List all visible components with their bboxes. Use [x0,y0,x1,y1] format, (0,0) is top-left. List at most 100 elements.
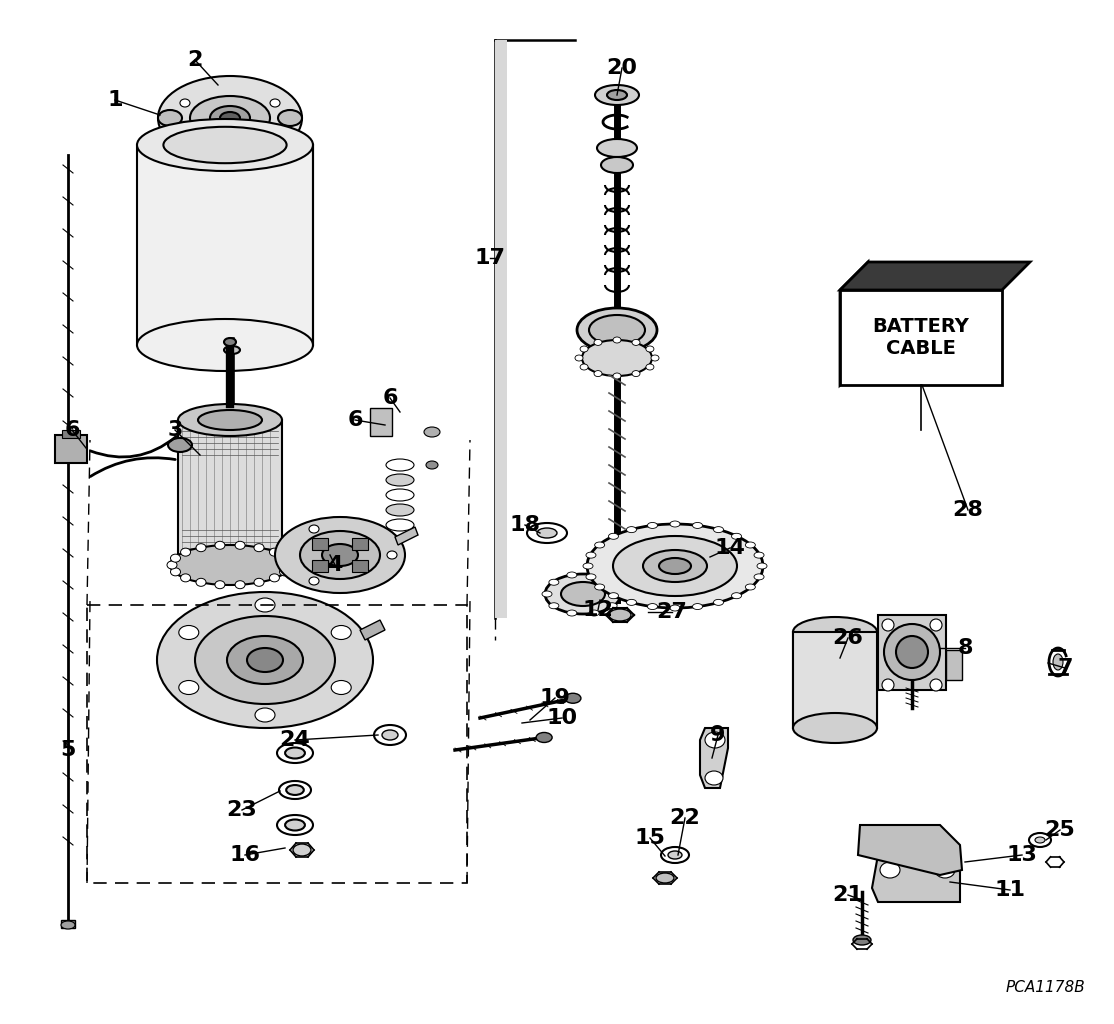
Ellipse shape [561,582,605,606]
Ellipse shape [283,561,293,569]
Text: 19: 19 [539,688,570,708]
Text: BATTERY
CABLE: BATTERY CABLE [872,317,969,358]
Ellipse shape [278,110,302,126]
Text: 15: 15 [635,828,665,848]
Bar [370,408,392,436]
Ellipse shape [387,551,397,559]
Ellipse shape [322,544,358,566]
Text: 18: 18 [509,515,540,535]
Ellipse shape [930,679,942,691]
Bar [55,435,87,463]
Ellipse shape [178,681,198,694]
Ellipse shape [167,561,177,569]
Ellipse shape [632,371,641,377]
Ellipse shape [270,573,280,582]
Text: 23: 23 [226,800,257,820]
Bar [946,650,962,680]
Ellipse shape [661,847,688,863]
Text: 1: 1 [107,90,123,110]
Ellipse shape [285,819,305,830]
Ellipse shape [424,427,440,437]
Ellipse shape [219,112,240,124]
Ellipse shape [331,681,351,694]
Ellipse shape [168,438,192,452]
Ellipse shape [668,851,682,859]
Ellipse shape [224,346,240,354]
Ellipse shape [853,935,871,945]
Ellipse shape [426,461,438,469]
Bar [352,560,368,572]
Bar [312,538,329,550]
Ellipse shape [198,410,262,430]
Ellipse shape [385,489,414,501]
Text: 17: 17 [475,248,506,268]
Bar [87,605,467,883]
Ellipse shape [793,617,877,647]
Ellipse shape [880,862,900,878]
Ellipse shape [586,552,596,558]
Text: 3: 3 [167,420,183,440]
Ellipse shape [613,536,737,596]
Ellipse shape [195,616,335,705]
Ellipse shape [196,579,206,587]
Bar [61,920,75,928]
Ellipse shape [589,315,645,345]
Ellipse shape [215,581,225,589]
Ellipse shape [157,592,373,728]
Bar [312,560,329,572]
Text: 21: 21 [832,885,863,905]
Text: PCA1178B: PCA1178B [1005,980,1085,995]
Ellipse shape [613,337,620,343]
Ellipse shape [614,591,624,597]
Ellipse shape [608,593,618,599]
Ellipse shape [656,873,674,883]
Ellipse shape [705,771,723,785]
Ellipse shape [1053,654,1063,670]
Ellipse shape [595,584,605,590]
Ellipse shape [543,591,553,597]
Text: 12: 12 [583,600,614,620]
Bar [137,145,313,345]
Ellipse shape [732,534,742,540]
Ellipse shape [180,573,190,582]
Ellipse shape [293,844,311,856]
Ellipse shape [626,526,636,532]
Ellipse shape [549,580,559,586]
Ellipse shape [137,319,313,371]
Bar [793,632,877,728]
Text: 16: 16 [229,845,261,865]
Ellipse shape [930,618,942,631]
Text: 8: 8 [957,638,973,658]
Ellipse shape [670,521,680,527]
Ellipse shape [285,748,305,759]
Text: 13: 13 [1007,845,1037,865]
Ellipse shape [607,90,627,100]
Ellipse shape [583,563,593,569]
Ellipse shape [545,574,620,614]
Polygon shape [858,825,962,874]
Ellipse shape [882,618,895,631]
Ellipse shape [215,542,225,549]
Ellipse shape [693,603,703,609]
Text: 2: 2 [187,50,203,70]
Ellipse shape [180,548,190,556]
Ellipse shape [582,340,652,376]
Ellipse shape [595,85,639,105]
Ellipse shape [247,648,283,672]
Ellipse shape [586,573,596,580]
Polygon shape [840,262,868,385]
Ellipse shape [594,339,602,345]
Polygon shape [700,728,729,788]
Text: 10: 10 [547,708,577,728]
Text: 24: 24 [280,730,311,750]
Ellipse shape [754,552,764,558]
Ellipse shape [211,106,250,130]
Ellipse shape [600,157,633,173]
Ellipse shape [613,373,620,379]
Ellipse shape [278,781,311,799]
Ellipse shape [647,522,657,528]
Text: 25: 25 [1045,820,1075,840]
Ellipse shape [300,531,380,579]
Ellipse shape [275,517,405,593]
Ellipse shape [180,99,190,106]
